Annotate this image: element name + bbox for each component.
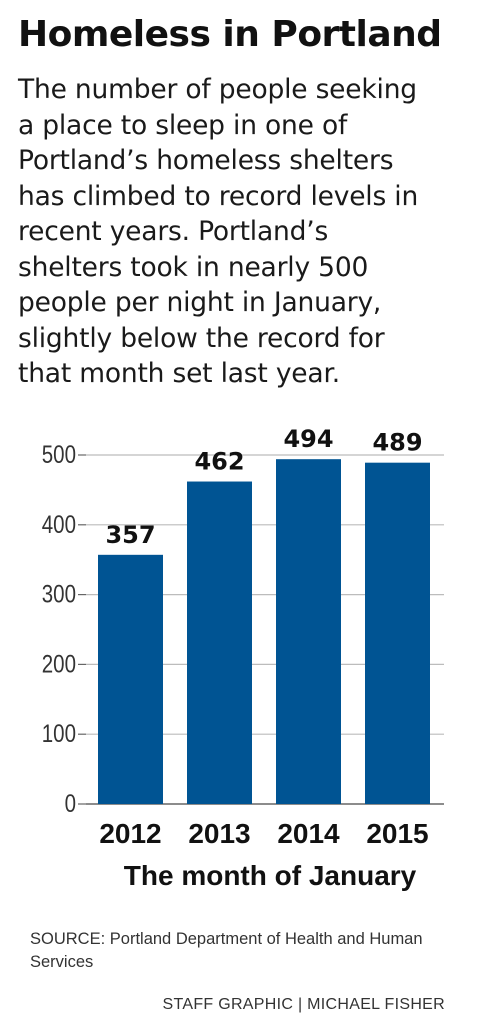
source-label: SOURCE: bbox=[30, 930, 106, 948]
bars bbox=[98, 459, 430, 804]
x-tick-label: 2012 bbox=[99, 818, 161, 849]
data-labels: 357 462 494 489 bbox=[105, 425, 422, 549]
subtitle-line: people per night in January, bbox=[18, 287, 382, 318]
y-tick-label: 100 bbox=[42, 719, 76, 747]
chart-subtitle: The number of people seeking a place to … bbox=[18, 72, 468, 392]
x-tick-label: 2015 bbox=[366, 818, 428, 849]
subtitle-line: Portland’s homeless shelters bbox=[18, 145, 394, 176]
x-tick-label: 2013 bbox=[188, 818, 250, 849]
subtitle-line: that month set last year. bbox=[18, 358, 340, 389]
y-tick-label: 200 bbox=[42, 649, 76, 677]
subtitle-line: The number of people seeking bbox=[18, 74, 417, 105]
subtitle-line: slightly below the record for bbox=[18, 322, 385, 354]
subtitle-line: shelters took in nearly 500 bbox=[18, 251, 369, 283]
x-axis: 2012 2013 2014 2015 bbox=[99, 818, 428, 849]
staff-credit: STAFF GRAPHIC | MICHAEL FISHER bbox=[162, 996, 445, 1013]
data-label: 494 bbox=[283, 425, 333, 453]
y-tick-label: 400 bbox=[42, 510, 76, 538]
y-axis: 0 100 200 300 400 500 bbox=[42, 440, 76, 817]
subtitle-line: recent years. Portland’s bbox=[18, 216, 329, 247]
subtitle-line: a place to sleep in one of bbox=[18, 109, 348, 141]
data-label: 489 bbox=[372, 429, 422, 457]
subtitle-line: has climbed to record levels in bbox=[18, 180, 419, 212]
y-tick-label: 0 bbox=[65, 789, 76, 817]
bar bbox=[276, 459, 341, 804]
x-tick-label: 2014 bbox=[277, 818, 340, 849]
data-label: 462 bbox=[194, 448, 244, 476]
bar bbox=[98, 554, 163, 804]
source-text: Portland Department of Health and Human … bbox=[30, 930, 423, 971]
x-axis-label: The month of January bbox=[124, 860, 417, 891]
source-note: SOURCE: Portland Department of Health an… bbox=[30, 928, 450, 974]
data-label: 357 bbox=[105, 521, 155, 549]
y-tick-label: 500 bbox=[42, 440, 76, 468]
chart-title: Homeless in Portland bbox=[18, 14, 442, 55]
bar bbox=[187, 481, 252, 804]
bar bbox=[365, 462, 430, 804]
y-tick-label: 300 bbox=[42, 580, 76, 608]
